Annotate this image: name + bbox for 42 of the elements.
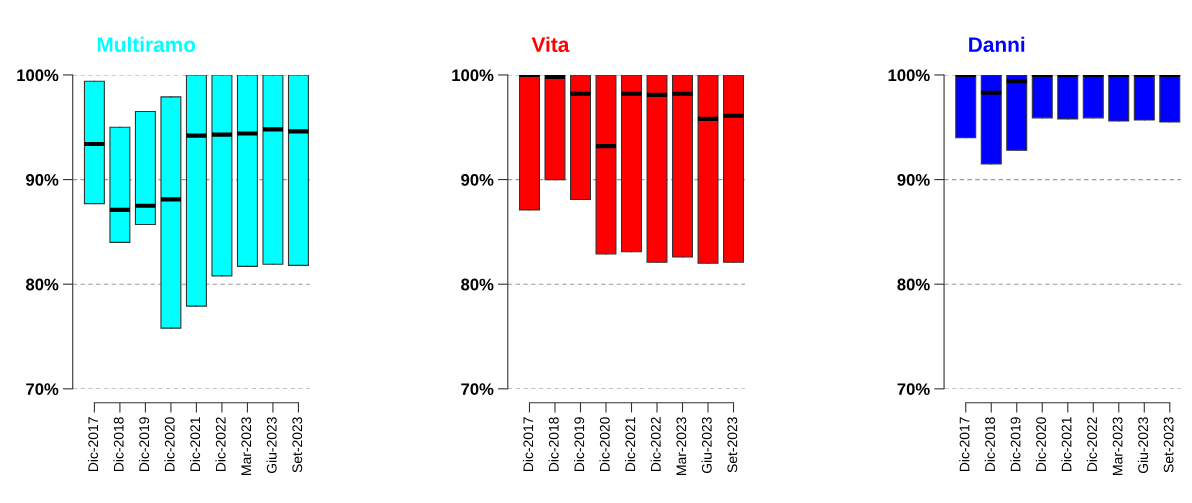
x-tick-label: Dic-2019 [138, 417, 150, 472]
y-tick-label: 90% [897, 173, 930, 186]
x-tick-label: Dic-2018 [113, 417, 124, 472]
x-tick-label: Dic-2020 [599, 417, 610, 472]
y-tick-label: 80% [25, 278, 59, 291]
x-tick-label: Mar-2023 [1112, 417, 1123, 475]
x-tick-label: Giu-2023 [701, 417, 712, 474]
x-tick-label: Dic-2022 [1086, 417, 1097, 472]
x-tick-label: Dic-2022 [215, 417, 226, 472]
y-tick-label: 100% [888, 69, 930, 82]
x-tick-label: Dic-2021 [625, 417, 636, 472]
chart-title: Danni [969, 36, 1025, 52]
x-tick-label: Dic-2018 [548, 417, 559, 472]
y-tick-label: 90% [26, 173, 59, 186]
x-tick-label: Giu-2023 [266, 417, 277, 474]
x-tick-label: Set-2023 [292, 417, 303, 473]
y-tick-label: 100% [17, 69, 59, 82]
x-tick-label: Dic-2019 [574, 417, 585, 472]
x-tick-label: Dic-2020 [164, 417, 175, 472]
y-tick-label: 100% [452, 69, 494, 82]
x-tick-label: Dic-2017 [959, 417, 970, 472]
x-tick-label: Mar-2023 [241, 417, 252, 475]
x-tick-label: Set-2023 [727, 417, 738, 473]
y-tick-label: 70% [897, 383, 930, 396]
y-tick-label: 80% [897, 278, 930, 291]
x-tick-label: Dic-2021 [1061, 417, 1072, 472]
x-tick-label: Giu-2023 [1137, 417, 1149, 474]
x-tick-label: Dic-2022 [650, 417, 661, 472]
chart-title: Vita [531, 36, 570, 52]
x-tick-label: Dic-2017 [523, 417, 534, 472]
x-tick-label: Set-2023 [1163, 417, 1174, 473]
x-tick-label: Dic-2020 [1035, 417, 1046, 472]
chart-title: Multiramo [97, 36, 196, 52]
x-tick-label: Dic-2021 [189, 417, 201, 472]
x-tick-label: Dic-2018 [984, 417, 995, 472]
x-tick-label: Mar-2023 [676, 417, 687, 475]
y-tick-label: 80% [461, 278, 494, 291]
y-tick-label: 90% [461, 173, 494, 186]
x-tick-label: Dic-2017 [87, 417, 99, 472]
y-tick-label: 70% [26, 383, 59, 396]
x-tick-label: Dic-2019 [1010, 417, 1021, 472]
y-tick-label: 70% [461, 383, 494, 396]
